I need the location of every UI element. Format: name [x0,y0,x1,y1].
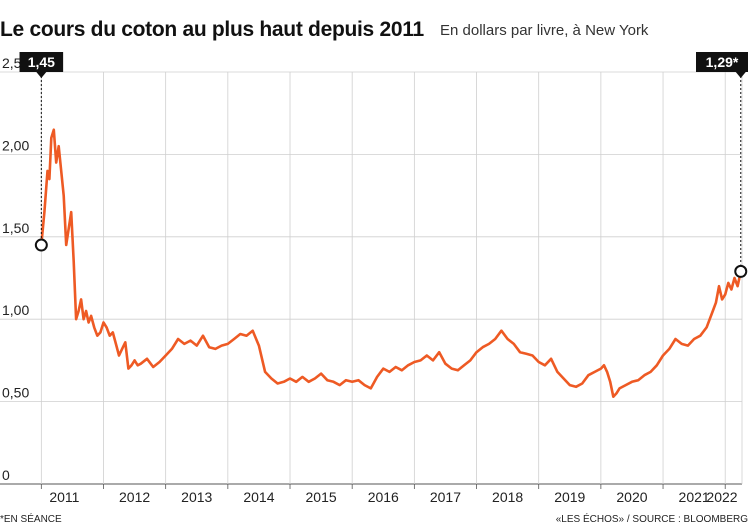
y-tick-label: 1,50 [2,220,29,236]
annotation-end: 1,29* [696,52,748,278]
chart-subtitle: En dollars par livre, à New York [440,22,649,39]
x-tick-label: 2015 [306,489,337,505]
x-tick-label: 2011 [49,489,79,505]
y-tick-label: 2,00 [2,137,29,153]
y-tick-label: 0,50 [2,385,29,401]
x-tick-label: 2012 [119,489,150,505]
x-tick-label: 2021 [679,489,710,505]
x-tick-label: 2016 [368,489,399,505]
footnote: *EN SÉANCE [0,514,62,525]
annotation-pointer [735,72,746,78]
x-tick-label: 2020 [616,489,647,505]
annotation-marker [734,264,748,278]
annotation-box [19,52,64,72]
y-tick-label: 0 [2,467,10,483]
annotation-box [696,52,748,72]
annotation-label: 1,45 [28,54,55,70]
x-tick-label: 2019 [554,489,585,505]
y-tick-label: 1,00 [2,302,29,318]
x-tick-label: 2014 [243,489,274,505]
x-tick-label: 2022 [706,489,737,505]
source-credit: «LES ÉCHOS» / SOURCE : BLOOMBERG [555,514,748,525]
annotation-pointer [36,72,47,78]
x-tick-label: 2013 [181,489,212,505]
x-tick-label: 2017 [430,489,461,505]
annotation-start: 1,45 [19,52,64,252]
price-line [39,128,743,399]
annotation-marker [34,238,48,252]
annotation-label: 1,29* [706,54,739,70]
chart-title: Le cours du coton au plus haut depuis 20… [0,18,424,41]
x-tick-label: 2018 [492,489,523,505]
